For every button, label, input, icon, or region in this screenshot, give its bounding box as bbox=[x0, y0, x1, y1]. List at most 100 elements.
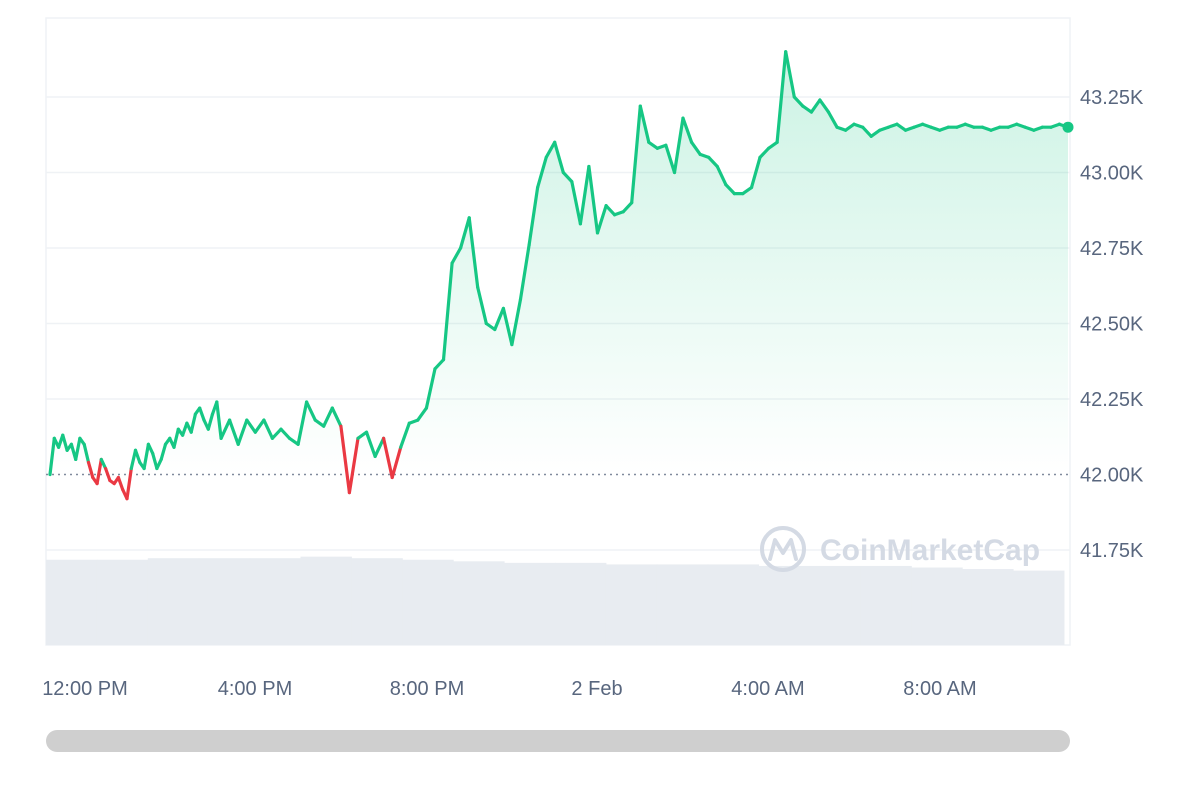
volume-bar bbox=[96, 559, 149, 645]
price-line-segment bbox=[758, 146, 771, 159]
price-line-segment bbox=[801, 104, 814, 114]
price-line-segment bbox=[647, 140, 660, 150]
price-line-segment bbox=[142, 442, 150, 471]
volume-bar bbox=[962, 569, 1014, 645]
price-line-segment bbox=[749, 155, 762, 190]
price-line-segment bbox=[215, 400, 223, 440]
price-line-segment bbox=[296, 400, 309, 446]
price-line-segment bbox=[172, 427, 180, 449]
price-line-segment bbox=[416, 406, 428, 422]
price-line bbox=[48, 50, 1070, 501]
price-line-segment bbox=[424, 367, 437, 410]
volume-bar bbox=[249, 558, 301, 645]
coinmarketcap-logo-icon bbox=[760, 526, 806, 572]
price-line-segment bbox=[219, 418, 232, 440]
volume-bar bbox=[147, 558, 200, 645]
price-line-segment bbox=[535, 155, 548, 190]
price-line-segment bbox=[339, 424, 351, 495]
x-tick-label: 8:00 PM bbox=[390, 678, 464, 700]
volume-bar bbox=[911, 567, 963, 645]
x-tick-label: 4:00 AM bbox=[731, 678, 804, 700]
price-line-segment bbox=[103, 466, 112, 483]
price-line-segment bbox=[82, 442, 91, 464]
volume-bar bbox=[46, 559, 98, 645]
price-line-segment bbox=[433, 358, 446, 371]
x-tick-label: 2 Feb bbox=[571, 678, 622, 700]
y-axis-ticks: 41.75K 42.00K 42.25K 42.50K 42.75K 43.00K 43.2… bbox=[1080, 87, 1144, 562]
price-line-segment bbox=[792, 95, 805, 108]
price-line-segment bbox=[715, 164, 728, 187]
price-line-segment bbox=[604, 204, 617, 217]
volume-bar bbox=[402, 559, 454, 645]
price-line-segment bbox=[784, 50, 796, 99]
price-line-segment bbox=[86, 460, 95, 480]
price-line-segment bbox=[364, 430, 377, 458]
price-line-segment bbox=[279, 427, 292, 440]
price-line-segment bbox=[484, 321, 497, 332]
volume-bar bbox=[300, 556, 352, 645]
price-line-segment bbox=[373, 436, 386, 458]
price-line-segment bbox=[206, 412, 215, 431]
x-tick-label: 8:00 AM bbox=[903, 678, 976, 700]
price-line-segment bbox=[322, 406, 334, 428]
price-line-segment bbox=[382, 436, 394, 480]
price-line-segment bbox=[775, 50, 788, 144]
price-line-segment bbox=[146, 442, 155, 455]
price-line-segment bbox=[467, 216, 480, 289]
price-line-segment bbox=[766, 140, 779, 150]
volume-bar bbox=[198, 558, 251, 645]
price-line-segment bbox=[245, 418, 257, 434]
volume-bar bbox=[453, 561, 505, 645]
volume-bar bbox=[1013, 570, 1065, 645]
y-tick-label: 42.25K bbox=[1080, 389, 1144, 411]
price-line-segment bbox=[724, 183, 737, 196]
price-line-segment bbox=[347, 436, 360, 495]
volume-bar bbox=[860, 565, 912, 645]
price-line-segment bbox=[818, 98, 831, 114]
price-line-segment bbox=[262, 418, 274, 440]
price-line-segment bbox=[570, 180, 583, 226]
volume-bar bbox=[809, 565, 861, 645]
price-line-segment bbox=[493, 306, 505, 332]
price-line-segment bbox=[133, 448, 142, 464]
price-line-segment bbox=[356, 430, 369, 440]
price-line-segment bbox=[861, 125, 873, 138]
volume-bar bbox=[707, 564, 760, 645]
watermark: CoinMarketCap bbox=[760, 526, 1040, 572]
price-line-segment bbox=[99, 457, 108, 471]
price-line-segment bbox=[236, 418, 249, 446]
price-line-segment bbox=[621, 201, 634, 214]
volume-bar bbox=[656, 564, 709, 645]
volume-bar bbox=[504, 562, 556, 645]
volume-bars bbox=[46, 556, 1065, 645]
price-line-segment bbox=[578, 164, 591, 226]
price-line-segment bbox=[553, 140, 565, 175]
price-line-segment bbox=[198, 406, 206, 422]
price-line-segment bbox=[630, 104, 642, 205]
price-line-segment bbox=[664, 143, 677, 175]
volume-bar bbox=[351, 558, 403, 645]
watermark-text: CoinMarketCap bbox=[820, 534, 1040, 567]
price-line-segment bbox=[459, 216, 471, 250]
chart-range-scrollbar[interactable] bbox=[46, 730, 1070, 752]
price-line-segment bbox=[587, 164, 600, 235]
y-tick-label: 43.25K bbox=[1080, 87, 1144, 109]
price-line-segment bbox=[159, 442, 168, 461]
price-line-segment bbox=[638, 104, 651, 144]
y-tick-label: 43.00K bbox=[1080, 163, 1144, 185]
price-line-segment bbox=[741, 186, 754, 196]
price-line-segment bbox=[826, 110, 839, 129]
price-line-segment bbox=[129, 448, 138, 471]
volume-bar bbox=[555, 562, 607, 645]
price-line-segment bbox=[116, 475, 125, 492]
price-line-segment bbox=[61, 433, 69, 452]
price-line-segment bbox=[390, 445, 403, 480]
price-line-segment bbox=[476, 285, 488, 326]
price-line-segment bbox=[672, 116, 685, 175]
price-line-segment bbox=[48, 436, 56, 477]
price-line-segment bbox=[527, 186, 540, 247]
price-line-segment bbox=[155, 457, 163, 471]
price-line-segment bbox=[518, 243, 531, 301]
x-tick-label: 4:00 PM bbox=[218, 678, 292, 700]
price-line-segment bbox=[189, 412, 197, 434]
